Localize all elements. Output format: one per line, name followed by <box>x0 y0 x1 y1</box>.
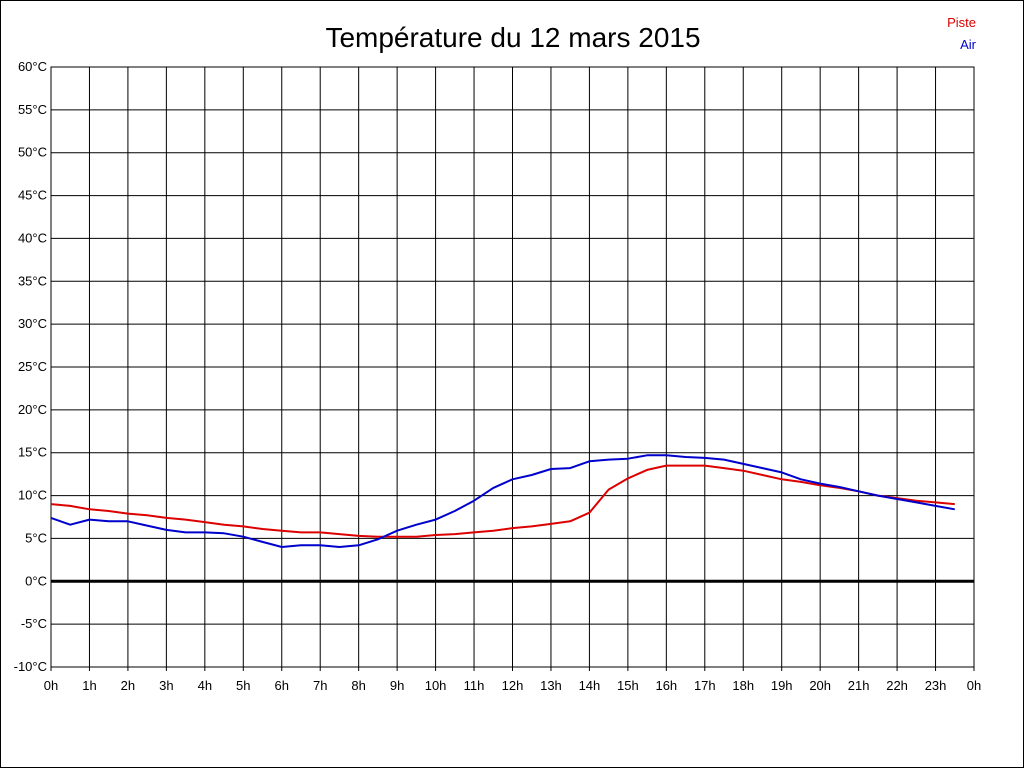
y-tick-label: 5°C <box>25 530 47 545</box>
x-tick-label: 19h <box>771 678 793 693</box>
x-tick-label: 9h <box>390 678 404 693</box>
x-tick-label: 10h <box>425 678 447 693</box>
x-axis-ticks: 0h 1h 2h 3h 4h 5h 6h 7h 8h 9h 10h 11h 12h 13h 14h 15h 16… <box>44 678 981 693</box>
y-axis-ticks: 60°C 55°C 50°C 45°C 40°C 35°C 30°C 25°C 20°C 15°C… <box>14 59 47 674</box>
x-tick-label: 6h <box>275 678 289 693</box>
y-tick-label: 20°C <box>18 402 47 417</box>
x-tick-label: 2h <box>121 678 135 693</box>
y-tick-label: 10°C <box>18 488 47 503</box>
x-tick-label: 7h <box>313 678 327 693</box>
x-tick-label: 0h <box>967 678 981 693</box>
y-tick-label: 45°C <box>18 188 47 203</box>
x-tick-label: 14h <box>579 678 601 693</box>
x-tick-label: 13h <box>540 678 562 693</box>
x-tick-label: 16h <box>655 678 677 693</box>
y-tick-label: 50°C <box>18 145 47 160</box>
y-tick-label: 35°C <box>18 273 47 288</box>
x-tick-label: 18h <box>732 678 754 693</box>
x-tick-label: 4h <box>198 678 212 693</box>
x-tick-label: 17h <box>694 678 716 693</box>
series-line-air <box>50 454 955 548</box>
legend: Piste Air <box>947 15 977 52</box>
y-tick-label: 15°C <box>18 445 47 460</box>
x-tick-label: 11h <box>464 678 485 693</box>
y-tick-label: -5°C <box>21 616 47 631</box>
x-tick-label: 8h <box>351 678 365 693</box>
x-tick-label: 3h <box>159 678 173 693</box>
x-tick-label: 15h <box>617 678 639 693</box>
x-tick-label: 0h <box>44 678 58 693</box>
x-tick-label: 5h <box>236 678 250 693</box>
x-tick-label: 20h <box>809 678 831 693</box>
x-tick-label: 12h <box>502 678 524 693</box>
y-tick-label: 40°C <box>18 230 47 245</box>
legend-entry-piste: Piste <box>947 15 976 30</box>
y-tick-label: 30°C <box>18 316 47 331</box>
x-tick-label: 21h <box>848 678 870 693</box>
y-tick-label: 25°C <box>18 359 47 374</box>
x-tick-label: 23h <box>925 678 947 693</box>
y-tick-label: 0°C <box>25 573 47 588</box>
grid <box>50 66 975 671</box>
series-lines <box>50 454 955 548</box>
series-line-piste <box>50 464 955 538</box>
chart-title: Température du 12 mars 2015 <box>325 22 700 53</box>
x-tick-label: 1h <box>82 678 96 693</box>
y-tick-label: 60°C <box>18 59 47 74</box>
y-tick-label: 55°C <box>18 102 47 117</box>
x-tick-label: 22h <box>886 678 908 693</box>
legend-entry-air: Air <box>960 37 977 52</box>
y-tick-label: -10°C <box>14 659 47 674</box>
